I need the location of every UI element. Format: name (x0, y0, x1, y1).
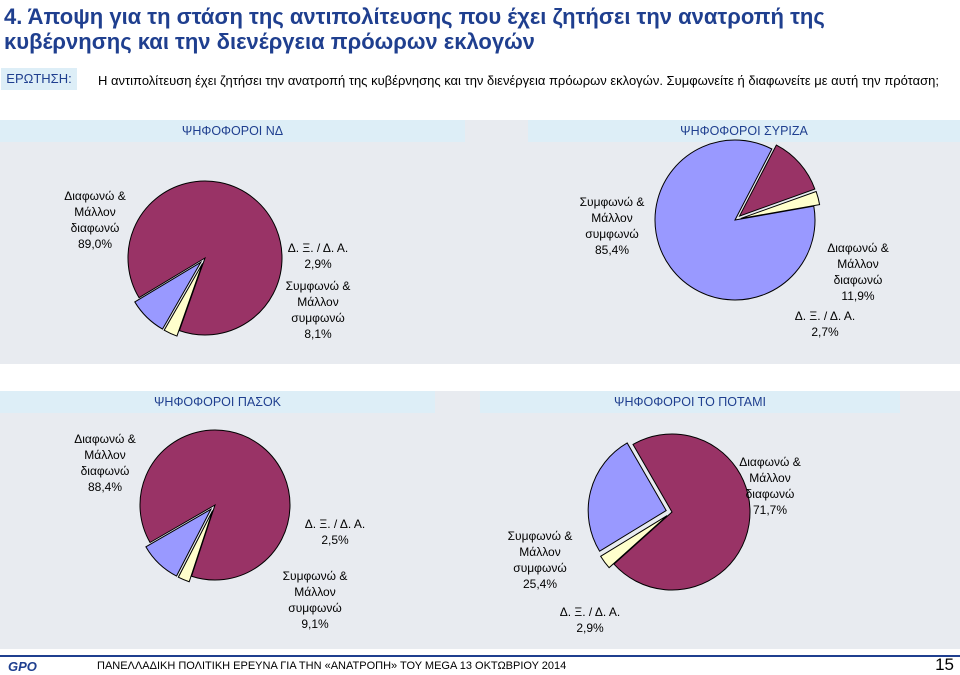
page-number: 15 (935, 655, 954, 674)
slice-value-3-1: 25,4% (523, 577, 557, 591)
slice-label-2-0: Διαφωνώ & Μάλλον διαφωνώ 88,4% (74, 432, 135, 494)
slice-value-1-1: 11,9% (841, 289, 874, 303)
pie-slice-1-0 (654, 139, 816, 301)
slice-value-2-2: 2,5% (321, 533, 349, 547)
footer-divider (0, 655, 960, 657)
pie-slice-3-1 (587, 442, 667, 552)
pie-slice-3-2 (599, 515, 668, 569)
slice-label-0-1: Συμφωνώ & Μάλλον συμφωνώ 8,1% (286, 279, 351, 341)
slice-value-0-1: 8,1% (304, 327, 332, 341)
question-text: Η αντιπολίτευση έχει ζητήσει την ανατροπ… (98, 73, 940, 88)
pie-slice-0-0 (127, 180, 283, 336)
slice-value-0-0: 89,0% (78, 237, 112, 251)
pie-slice-1-2 (740, 190, 821, 219)
slice-label-2-1: Συμφωνώ & Μάλλον συμφωνώ 9,1% (283, 569, 348, 631)
slice-value-1-0: 85,4% (595, 243, 629, 257)
slice-label-1-1: Διαφωνώ & Μάλλον διαφωνώ 11,9% (827, 241, 888, 303)
footer-text: ΠΑΝΕΛΛΑΔΙΚΗ ΠΟΛΙΤΙΚΗ ΕΡΕΥΝΑ ΓΙΑ ΤΗΝ «ΑΝΑ… (97, 660, 567, 672)
slice-label-0-2: Δ. Ξ. / Δ. Α. 2,9% (288, 241, 349, 271)
slice-label-3-1: Συμφωνώ & Μάλλον συμφωνώ 25,4% (508, 529, 573, 591)
slice-value-1-2: 2,7% (811, 325, 839, 339)
slice-label-3-0: Διαφωνώ & Μάλλον διαφωνώ 71,7% (739, 455, 800, 517)
pie-slice-2-2 (177, 510, 214, 583)
slice-value-3-2: 2,9% (576, 621, 604, 635)
chart-title-potami: ΨΗΦΟΦΟΡΟΙ ΤΟ ΠΟΤΑΜΙ (480, 391, 900, 413)
slice-label-0-0: Διαφωνώ & Μάλλον διαφωνώ 89,0% (64, 189, 125, 251)
pie-slice-0-1 (134, 260, 203, 330)
slice-value-2-0: 88,4% (88, 480, 122, 494)
page-title: 4. Άποψη για τη στάση της αντιπολίτευσης… (4, 4, 825, 54)
slice-label-1-2: Δ. Ξ. / Δ. Α. 2,7% (795, 309, 856, 339)
pie-slice-2-0 (139, 429, 291, 581)
slice-label-3-2: Δ. Ξ. / Δ. Α. 2,9% (560, 605, 621, 635)
slice-value-3-0: 71,7% (753, 503, 787, 517)
pie-slice-1-1 (738, 144, 816, 217)
slice-label-2-2: Δ. Ξ. / Δ. Α. 2,5% (305, 517, 366, 547)
question-label: ΕΡΩΤΗΣΗ: (1, 68, 77, 90)
pie-slice-0-2 (163, 263, 203, 337)
pie-slice-3-0 (613, 433, 751, 591)
logo-text: GPO (8, 660, 37, 672)
chart-title-nd: ΨΗΦΟΦΟΡΟΙ ΝΔ (0, 120, 465, 142)
pie-slice-2-1 (145, 508, 213, 577)
chart-title-syriza: ΨΗΦΟΦΟΡΟΙ ΣΥΡΙΖΑ (528, 120, 960, 142)
title-bar: 4. Άποψη για τη στάση της αντιπολίτευσης… (0, 0, 960, 58)
gpo-logo: GPO (6, 660, 86, 672)
slice-label-1-0: Συμφωνώ & Μάλλον συμφωνώ 85,4% (580, 195, 645, 257)
slice-value-2-1: 9,1% (301, 617, 329, 631)
chart-title-pasok: ΨΗΦΟΦΟΡΟΙ ΠΑΣΟΚ (0, 391, 435, 413)
slice-value-0-2: 2,9% (304, 257, 332, 271)
